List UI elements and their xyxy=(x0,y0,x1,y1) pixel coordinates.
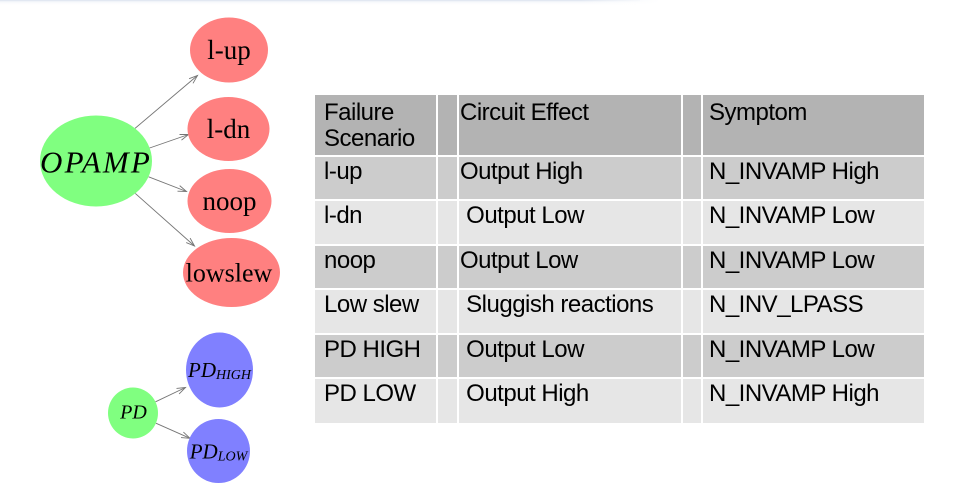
svg-text:lowslew: lowslew xyxy=(186,259,273,288)
svg-text:l-up: l-up xyxy=(207,35,251,65)
svg-text:l-dn: l-dn xyxy=(207,114,251,144)
svg-text:noop: noop xyxy=(203,186,257,216)
svg-text:PD: PD xyxy=(119,402,147,424)
svg-text:OPAMP: OPAMP xyxy=(40,145,152,180)
